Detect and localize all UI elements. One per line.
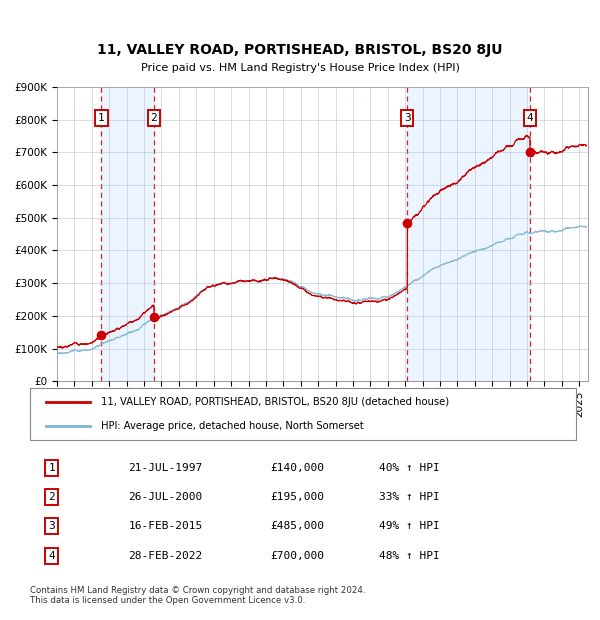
Bar — [407, 87, 530, 381]
Text: £195,000: £195,000 — [270, 492, 324, 502]
Text: 26-JUL-2000: 26-JUL-2000 — [128, 492, 203, 502]
FancyBboxPatch shape — [30, 388, 576, 440]
Text: £700,000: £700,000 — [270, 551, 324, 560]
Text: 4: 4 — [526, 113, 533, 123]
Text: 11, VALLEY ROAD, PORTISHEAD, BRISTOL, BS20 8JU: 11, VALLEY ROAD, PORTISHEAD, BRISTOL, BS… — [97, 43, 503, 58]
Text: 33% ↑ HPI: 33% ↑ HPI — [379, 492, 440, 502]
Text: 16-FEB-2015: 16-FEB-2015 — [128, 521, 203, 531]
Text: 40% ↑ HPI: 40% ↑ HPI — [379, 463, 440, 472]
Text: 1: 1 — [49, 463, 55, 472]
Text: 2: 2 — [151, 113, 157, 123]
Text: 11, VALLEY ROAD, PORTISHEAD, BRISTOL, BS20 8JU (detached house): 11, VALLEY ROAD, PORTISHEAD, BRISTOL, BS… — [101, 397, 449, 407]
Text: £485,000: £485,000 — [270, 521, 324, 531]
Text: 21-JUL-1997: 21-JUL-1997 — [128, 463, 203, 472]
Text: HPI: Average price, detached house, North Somerset: HPI: Average price, detached house, Nort… — [101, 421, 364, 431]
Text: 49% ↑ HPI: 49% ↑ HPI — [379, 521, 440, 531]
Text: 2: 2 — [49, 492, 55, 502]
Text: 1: 1 — [98, 113, 105, 123]
Text: 28-FEB-2022: 28-FEB-2022 — [128, 551, 203, 560]
Text: 3: 3 — [49, 521, 55, 531]
Text: 4: 4 — [49, 551, 55, 560]
Text: 48% ↑ HPI: 48% ↑ HPI — [379, 551, 440, 560]
Text: 3: 3 — [404, 113, 410, 123]
Bar — [101, 87, 154, 381]
Text: Contains HM Land Registry data © Crown copyright and database right 2024.
This d: Contains HM Land Registry data © Crown c… — [30, 586, 365, 605]
Text: Price paid vs. HM Land Registry's House Price Index (HPI): Price paid vs. HM Land Registry's House … — [140, 63, 460, 73]
Text: £140,000: £140,000 — [270, 463, 324, 472]
